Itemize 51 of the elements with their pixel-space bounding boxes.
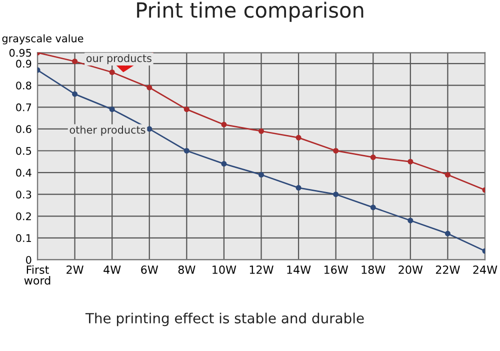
point bbox=[184, 148, 190, 154]
point bbox=[146, 84, 152, 90]
y-tick-label: 0.4 bbox=[16, 168, 32, 177]
point bbox=[444, 230, 450, 236]
x-tick-label: 18W bbox=[362, 265, 386, 274]
point bbox=[72, 91, 78, 97]
y-tick-label: 0.9 bbox=[16, 60, 32, 68]
x-tick-label: 20W bbox=[398, 265, 423, 274]
point bbox=[258, 128, 264, 134]
text: The printing effect is stable and durable bbox=[85, 312, 364, 326]
x-tick-label: 14W bbox=[287, 266, 311, 274]
series-label: our products bbox=[86, 54, 152, 64]
point bbox=[221, 161, 227, 167]
x-tick-label: 10W bbox=[212, 265, 236, 274]
point bbox=[258, 172, 264, 178]
point bbox=[444, 172, 450, 178]
x-tick-label: 4W bbox=[104, 266, 121, 274]
y-tick-label: 0 bbox=[26, 256, 32, 264]
point bbox=[109, 106, 115, 112]
x-tick-label: 16W bbox=[324, 265, 348, 274]
x-tick-label: 8W bbox=[178, 265, 196, 274]
point bbox=[408, 218, 414, 224]
x-tick-label: 6W bbox=[141, 265, 158, 274]
y-tick-label: 0.3 bbox=[16, 190, 32, 198]
point bbox=[408, 158, 414, 164]
y-tick-label: 0.2 bbox=[16, 212, 31, 220]
point bbox=[370, 204, 376, 210]
y-tick-label: 0.6 bbox=[16, 125, 32, 134]
y-tick-label: 0.1 bbox=[16, 234, 31, 242]
y-tick-label: 0.7 bbox=[16, 103, 32, 112]
point bbox=[296, 185, 302, 191]
x-tick-label: 22W bbox=[436, 265, 460, 274]
chart-title: Print time comparison bbox=[137, 2, 364, 22]
point bbox=[370, 154, 376, 160]
y-axis-title: grayscale value bbox=[2, 34, 84, 44]
point bbox=[221, 122, 227, 128]
y-tick-label: 0.5 bbox=[16, 146, 32, 155]
point bbox=[109, 69, 115, 76]
point bbox=[333, 192, 339, 198]
point bbox=[146, 126, 152, 132]
y-tick-label: 0.8 bbox=[16, 82, 32, 90]
point bbox=[72, 58, 78, 64]
point bbox=[184, 106, 190, 112]
x-tick-label: First word bbox=[24, 265, 50, 285]
x-tick-label: 24W bbox=[473, 265, 498, 274]
x-tick-label: 2W bbox=[66, 265, 84, 274]
point bbox=[296, 134, 302, 140]
series-label: other products bbox=[70, 126, 146, 136]
y-tick-label: 0.95 bbox=[9, 48, 32, 57]
x-tick-label: 12W bbox=[250, 265, 274, 274]
point bbox=[333, 148, 339, 154]
